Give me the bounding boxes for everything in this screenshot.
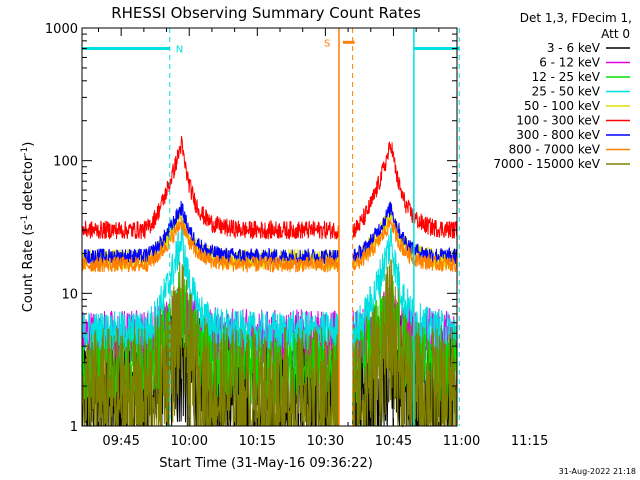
y-tick-label-1: 10 <box>61 287 78 302</box>
series-line-3 <box>81 225 458 351</box>
legend-label-5: 100 - 300 keV <box>516 114 600 128</box>
chart-title: RHESSI Observing Summary Count Rates <box>111 4 421 22</box>
y-tick-label-3: 1000 <box>45 22 78 37</box>
x-tick-label-5: 11:00 <box>443 434 480 449</box>
x-tick-label-6: 11:15 <box>511 434 548 449</box>
legend-header-line2: Att 0 <box>601 27 630 41</box>
saa-bar-label: S <box>324 38 330 49</box>
x-tick-label-1: 10:00 <box>171 434 208 449</box>
series-line-5 <box>81 136 458 240</box>
plot-frame <box>81 27 458 427</box>
plot-traces <box>81 136 458 428</box>
y-tick-label-2: 100 <box>53 155 78 170</box>
y-axis-label: Count Rate (s-1 detector-1) <box>20 142 36 313</box>
series-line-8 <box>81 258 458 427</box>
generated-timestamp: 31-Aug-2022 21:18 <box>559 467 636 476</box>
series-line-7 <box>81 217 458 273</box>
legend-label-1: 6 - 12 keV <box>539 56 601 70</box>
time-markers: NS <box>82 28 460 426</box>
legend-label-4: 50 - 100 keV <box>524 99 601 113</box>
x-tick-label-4: 10:45 <box>375 434 412 449</box>
y-tick-label-0: 1 <box>70 420 78 435</box>
legend-label-2: 12 - 25 keV <box>532 70 601 84</box>
legend-label-6: 300 - 800 keV <box>516 128 600 142</box>
x-tick-label-3: 10:30 <box>307 434 344 449</box>
x-tick-label-2: 10:15 <box>239 434 276 449</box>
x-axis: 09:45 10:00 10:15 10:30 10:45 11:00 11:15 <box>97 28 548 449</box>
night-bar-label-0: N <box>176 45 183 56</box>
legend-label-0: 3 - 6 keV <box>547 41 601 55</box>
legend-header-line1: Det 1,3, FDecim 1, <box>520 11 632 25</box>
legend-label-7: 800 - 7000 keV <box>509 143 601 157</box>
legend-label-8: 7000 - 15000 keV <box>493 157 600 171</box>
x-axis-label: Start Time (31-May-16 09:36:22) <box>159 456 373 471</box>
legend-label-3: 25 - 50 keV <box>532 85 601 99</box>
y-axis: 1 10 100 1000 <box>45 22 457 435</box>
x-tick-label-0: 09:45 <box>102 434 139 449</box>
